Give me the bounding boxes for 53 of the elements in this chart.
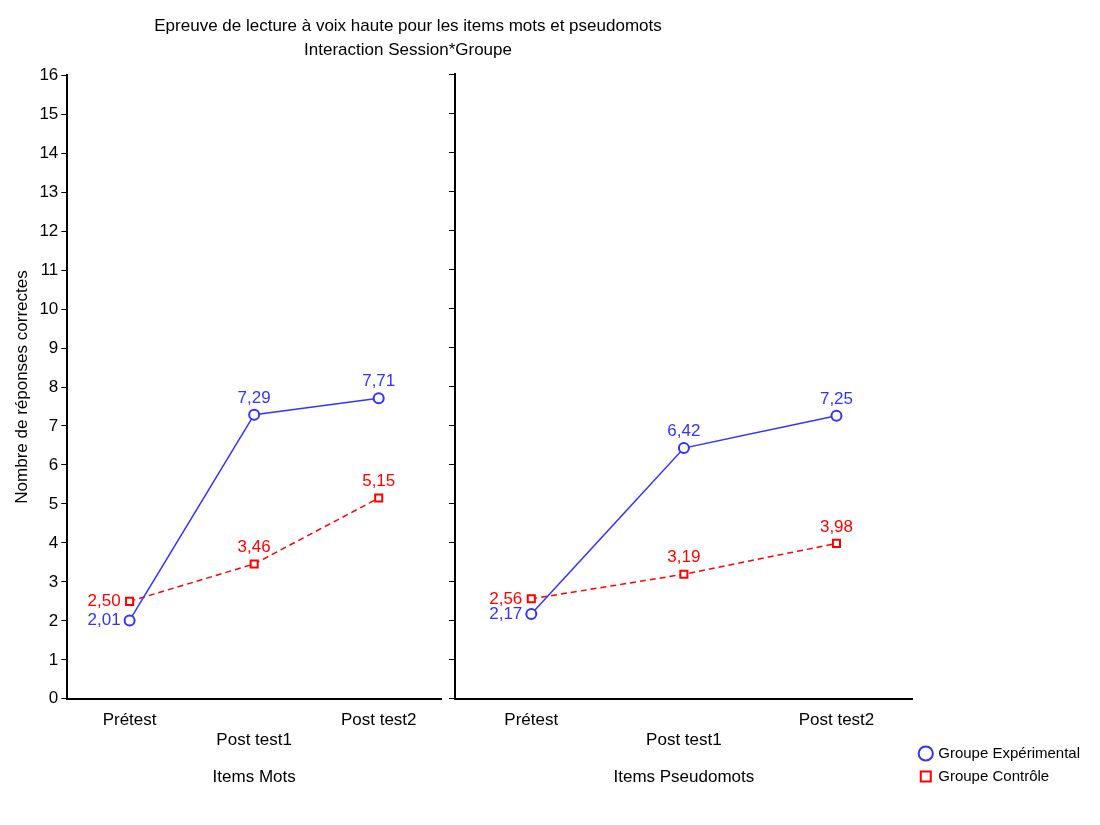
y-tick-label: 8 xyxy=(48,376,59,396)
point xyxy=(830,409,843,422)
data-label: 6,42 xyxy=(667,421,701,441)
data-label: 3,19 xyxy=(667,547,701,567)
x-axis-title: Items Pseudomots xyxy=(613,767,755,787)
point xyxy=(372,392,385,405)
x-tick-label: Prétest xyxy=(504,709,559,729)
point xyxy=(679,569,689,579)
y-tick-label: 0 xyxy=(48,688,59,708)
y-tick-label: 12 xyxy=(39,220,59,240)
y-axis-title: Nombre de réponses correctes xyxy=(11,270,31,504)
y-tick-label: 2 xyxy=(48,610,59,630)
y-tick-label: 4 xyxy=(48,532,59,552)
y-tick-label: 5 xyxy=(48,493,59,513)
y-tick-label: 7 xyxy=(48,415,59,435)
y-tick-label: 11 xyxy=(40,259,59,279)
chart-subtitle: Interaction Session*Groupe xyxy=(303,39,513,61)
y-tick-label: 6 xyxy=(48,454,59,474)
data-label: 2,56 xyxy=(489,588,523,608)
point xyxy=(374,493,384,503)
legend-label: Groupe Contrôle xyxy=(938,766,1050,784)
y-tick-label: 10 xyxy=(39,298,59,318)
point xyxy=(677,442,690,455)
y-tick-label: 14 xyxy=(39,142,59,162)
x-tick-label: Post test1 xyxy=(646,730,722,750)
point xyxy=(249,559,259,569)
chart-title: Epreuve de lecture à voix haute pour les items mots et pseudomots xyxy=(153,15,663,37)
data-label: 7,29 xyxy=(237,387,271,407)
x-tick-label: Post test2 xyxy=(798,709,875,729)
data-label: 5,15 xyxy=(362,471,396,491)
data-label: 3,46 xyxy=(237,537,271,557)
data-label: 3,98 xyxy=(819,516,854,536)
x-axis-title: Items Mots xyxy=(212,767,296,787)
point xyxy=(123,614,136,627)
data-label: 2,50 xyxy=(87,591,121,611)
x-tick-label: Post test2 xyxy=(340,709,417,729)
x-tick-label: Post test1 xyxy=(216,730,292,750)
x-tick-label: Prétest xyxy=(102,709,157,729)
data-label: 2,01 xyxy=(87,610,121,630)
point xyxy=(525,608,538,621)
data-label: 7,71 xyxy=(362,371,396,391)
y-tick-label: 13 xyxy=(39,181,59,201)
legend-label: Groupe Expérimental xyxy=(938,743,1081,761)
y-tick-label: 1 xyxy=(48,649,59,669)
y-tick-label: 9 xyxy=(48,337,59,357)
y-tick-label: 16 xyxy=(39,64,59,84)
y-tick-label: 15 xyxy=(39,103,59,123)
data-label: 7,25 xyxy=(819,388,854,408)
point xyxy=(831,538,841,548)
point xyxy=(125,596,135,606)
point xyxy=(526,594,536,604)
point xyxy=(248,408,261,421)
y-tick-label: 3 xyxy=(48,571,59,591)
